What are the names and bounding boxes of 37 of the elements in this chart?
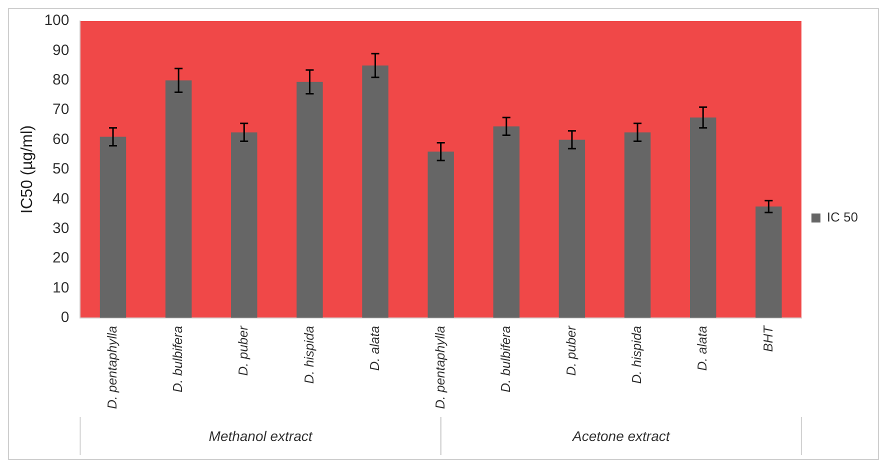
- y-tick-label: 80: [52, 72, 70, 89]
- y-tick-label: 30: [52, 220, 70, 237]
- y-tick-label: 50: [52, 160, 70, 178]
- y-tick-label: 0: [60, 309, 70, 326]
- bar: [493, 126, 520, 318]
- bar: [624, 132, 651, 318]
- text: Methanol extract: [208, 428, 314, 444]
- bar: [690, 117, 716, 318]
- x-tick-label: D. bulbifera: [498, 326, 513, 392]
- y-tick-label: 60: [52, 130, 70, 148]
- x-tick-label: D. puber: [564, 325, 579, 376]
- bar: [100, 136, 126, 318]
- bar: [165, 80, 192, 318]
- y-tick-label: 100: [44, 12, 70, 30]
- bar: [756, 206, 782, 318]
- y-tick-label: 10: [52, 279, 70, 296]
- x-tick-label: D. alata: [694, 326, 710, 371]
- text: Acetone extract: [571, 428, 671, 444]
- y-tick-label: 40: [52, 190, 70, 208]
- bar: [428, 152, 454, 318]
- y-tick-label: 90: [52, 42, 70, 59]
- x-tick-label: D. pentaphylla: [104, 326, 120, 410]
- x-tick-label: D. alata: [366, 326, 382, 371]
- legend-label: IC 50: [826, 210, 858, 225]
- y-tick-label: 70: [52, 101, 70, 118]
- x-tick-label: D. pentaphylla: [432, 326, 448, 410]
- y-axis-title: IC50 (µg/ml): [19, 125, 36, 214]
- bar: [558, 140, 586, 318]
- bar: [231, 132, 258, 318]
- x-tick-label: D. bulbifera: [170, 326, 186, 392]
- x-tick-label: D. puber: [236, 325, 251, 376]
- bar: [296, 82, 323, 318]
- bar: [362, 66, 388, 318]
- x-tick-label: BHT: [760, 324, 776, 352]
- y-tick-label: 20: [52, 250, 70, 267]
- x-tick-label: D. hispida: [301, 326, 316, 384]
- x-tick-label: D. hispida: [629, 326, 644, 384]
